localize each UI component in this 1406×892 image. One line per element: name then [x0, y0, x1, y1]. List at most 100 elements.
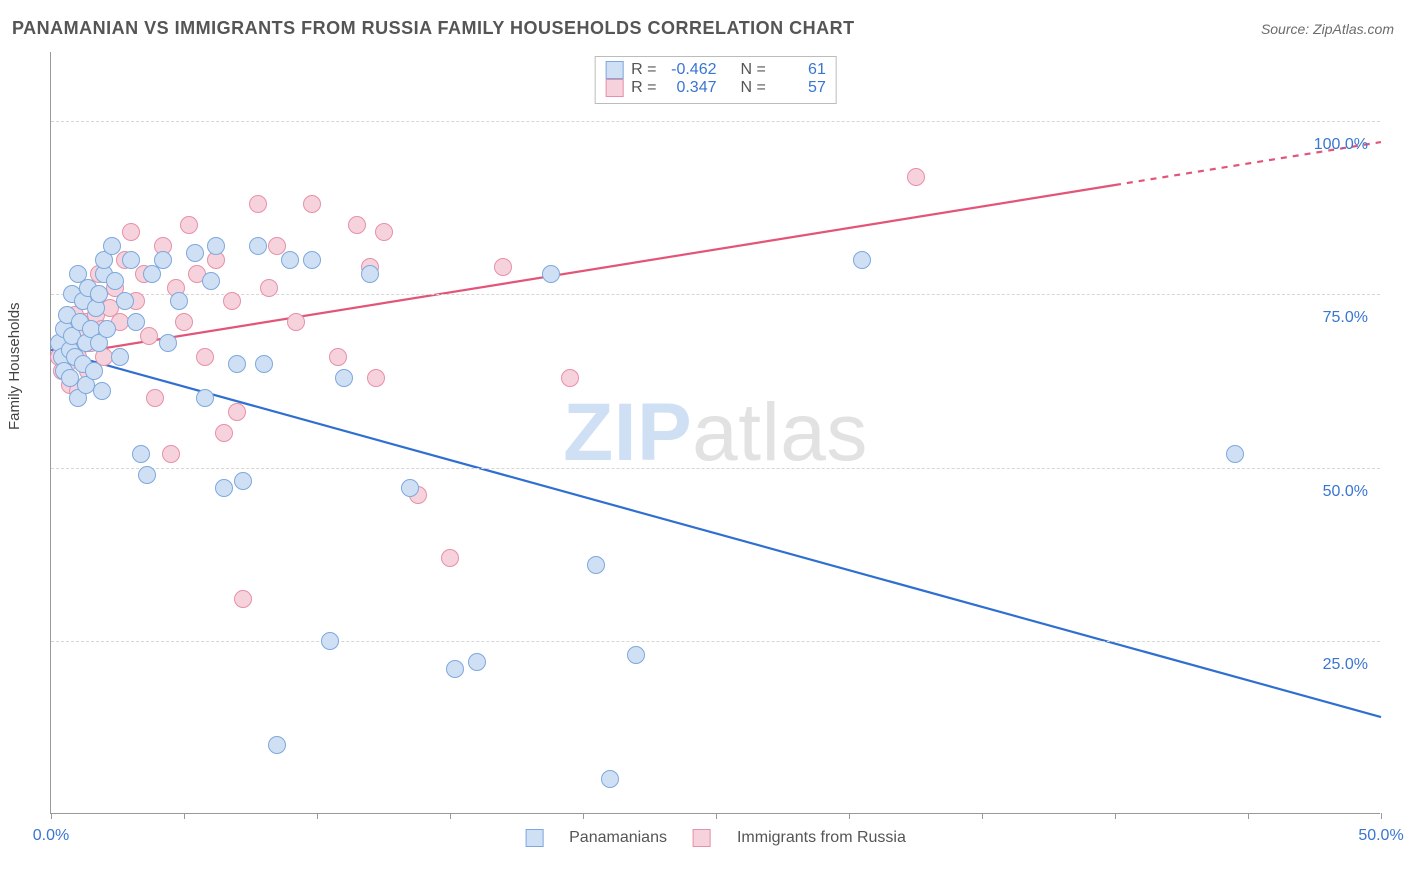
scatter-point-panamanians: [281, 251, 299, 269]
scatter-point-panamanians: [106, 272, 124, 290]
scatter-point-panamanians: [138, 466, 156, 484]
scatter-point-panamanians: [98, 320, 116, 338]
scatter-point-panamanians: [1226, 445, 1244, 463]
scatter-point-panamanians: [127, 313, 145, 331]
legend-swatch: [605, 61, 623, 79]
scatter-point-panamanians: [159, 334, 177, 352]
scatter-point-immigrants-russia: [196, 348, 214, 366]
chart-overlay-svg: [51, 52, 1380, 813]
chart-source: Source: ZipAtlas.com: [1261, 21, 1394, 37]
scatter-point-panamanians: [853, 251, 871, 269]
legend-label: Panamanians: [569, 829, 667, 847]
scatter-point-panamanians: [601, 770, 619, 788]
scatter-point-panamanians: [234, 472, 252, 490]
scatter-point-panamanians: [446, 660, 464, 678]
stat-r-value: 0.347: [665, 79, 717, 97]
scatter-point-immigrants-russia: [228, 403, 246, 421]
gridline: [51, 468, 1380, 469]
scatter-point-panamanians: [303, 251, 321, 269]
x-tick: [1248, 813, 1249, 819]
y-tick-label: 50.0%: [1323, 483, 1368, 501]
x-tick: [450, 813, 451, 819]
scatter-point-immigrants-russia: [367, 369, 385, 387]
x-tick: [317, 813, 318, 819]
legend-swatch: [525, 829, 543, 847]
x-tick-label: 50.0%: [1358, 827, 1403, 845]
scatter-point-panamanians: [361, 265, 379, 283]
scatter-point-immigrants-russia: [375, 223, 393, 241]
scatter-point-immigrants-russia: [329, 348, 347, 366]
scatter-point-immigrants-russia: [303, 195, 321, 213]
x-tick: [982, 813, 983, 819]
watermark: ZIPatlas: [563, 386, 868, 480]
scatter-point-immigrants-russia: [494, 258, 512, 276]
x-tick-label: 0.0%: [33, 827, 69, 845]
y-tick-label: 75.0%: [1323, 309, 1368, 327]
scatter-point-immigrants-russia: [249, 195, 267, 213]
gridline: [51, 121, 1380, 122]
chart-title: PANAMANIAN VS IMMIGRANTS FROM RUSSIA FAM…: [12, 18, 855, 39]
scatter-point-immigrants-russia: [140, 327, 158, 345]
x-tick: [583, 813, 584, 819]
stat-r-label: R =: [631, 79, 656, 97]
legend-swatch: [605, 79, 623, 97]
scatter-point-immigrants-russia: [287, 313, 305, 331]
scatter-point-panamanians: [111, 348, 129, 366]
scatter-point-panamanians: [542, 265, 560, 283]
scatter-point-panamanians: [268, 736, 286, 754]
scatter-point-immigrants-russia: [223, 292, 241, 310]
y-axis-label: Family Households: [6, 302, 23, 430]
stat-legend-row: R = 0.347 N = 57: [605, 79, 826, 97]
scatter-point-panamanians: [90, 285, 108, 303]
x-tick: [716, 813, 717, 819]
y-tick-label: 25.0%: [1323, 656, 1368, 674]
scatter-point-panamanians: [335, 369, 353, 387]
stat-legend: R = -0.462 N = 61 R = 0.347 N = 57: [594, 56, 837, 104]
x-tick: [1115, 813, 1116, 819]
legend-swatch: [693, 829, 711, 847]
scatter-point-panamanians: [154, 251, 172, 269]
scatter-point-immigrants-russia: [907, 168, 925, 186]
scatter-point-panamanians: [249, 237, 267, 255]
gridline: [51, 641, 1380, 642]
scatter-point-panamanians: [202, 272, 220, 290]
x-tick: [184, 813, 185, 819]
scatter-point-panamanians: [93, 382, 111, 400]
scatter-point-panamanians: [228, 355, 246, 373]
scatter-point-panamanians: [122, 251, 140, 269]
x-tick: [1381, 813, 1382, 819]
scatter-point-panamanians: [196, 389, 214, 407]
scatter-point-immigrants-russia: [441, 549, 459, 567]
scatter-point-immigrants-russia: [162, 445, 180, 463]
x-tick: [51, 813, 52, 819]
chart-header: PANAMANIAN VS IMMIGRANTS FROM RUSSIA FAM…: [12, 18, 1394, 39]
stat-n-label: N =: [741, 61, 766, 79]
scatter-point-immigrants-russia: [234, 590, 252, 608]
scatter-point-immigrants-russia: [561, 369, 579, 387]
scatter-point-panamanians: [170, 292, 188, 310]
x-tick: [849, 813, 850, 819]
chart-plot-area: ZIPatlas R = -0.462 N = 61 R = 0.347 N =…: [50, 52, 1380, 814]
scatter-point-immigrants-russia: [260, 279, 278, 297]
stat-r-label: R =: [631, 61, 656, 79]
scatter-point-immigrants-russia: [122, 223, 140, 241]
gridline: [51, 294, 1380, 295]
scatter-point-panamanians: [186, 244, 204, 262]
watermark-part-1: ZIP: [563, 387, 692, 478]
scatter-point-immigrants-russia: [180, 216, 198, 234]
stat-n-label: N =: [741, 79, 766, 97]
scatter-point-panamanians: [255, 355, 273, 373]
scatter-point-immigrants-russia: [175, 313, 193, 331]
scatter-point-panamanians: [468, 653, 486, 671]
scatter-point-panamanians: [401, 479, 419, 497]
scatter-point-panamanians: [85, 362, 103, 380]
scatter-point-immigrants-russia: [348, 216, 366, 234]
scatter-point-immigrants-russia: [215, 424, 233, 442]
scatter-point-panamanians: [627, 646, 645, 664]
stat-n-value: 57: [774, 79, 826, 97]
scatter-point-panamanians: [321, 632, 339, 650]
scatter-point-panamanians: [587, 556, 605, 574]
stat-r-value: -0.462: [665, 61, 717, 79]
scatter-point-panamanians: [103, 237, 121, 255]
regression-line: [51, 350, 1381, 717]
